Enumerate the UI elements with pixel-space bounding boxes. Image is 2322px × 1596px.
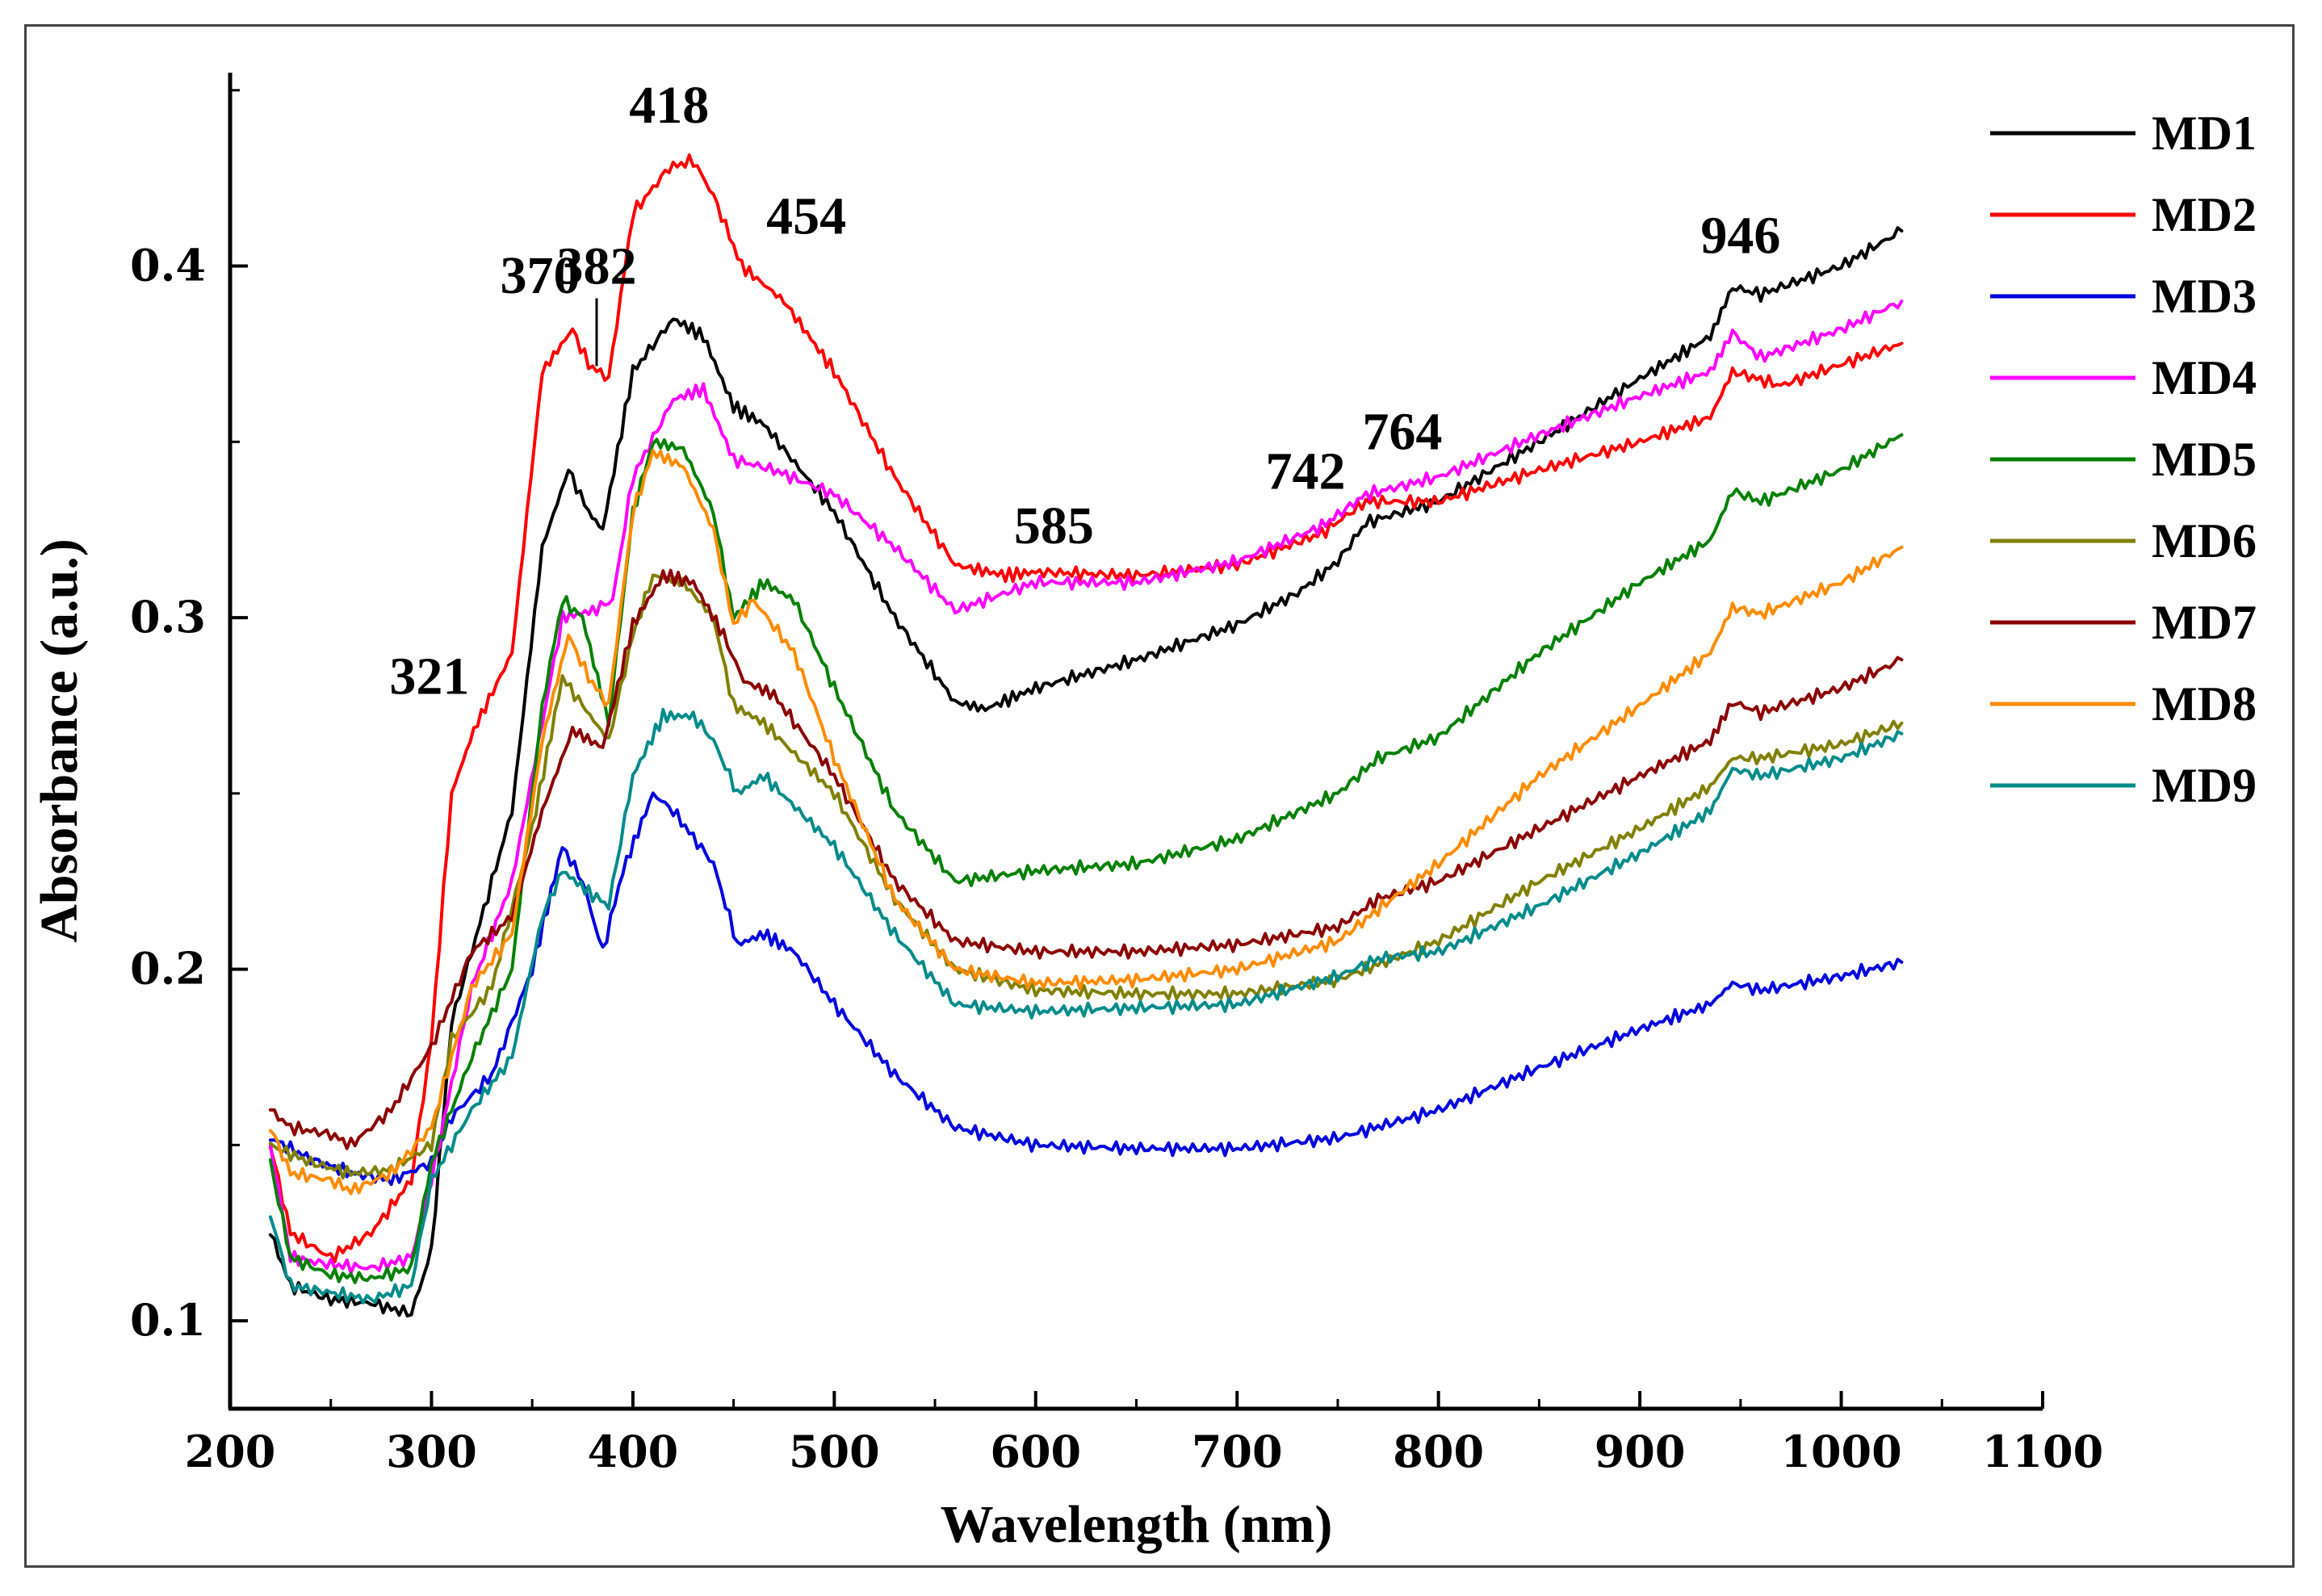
y-tick-label: 0.3 (130, 591, 206, 643)
series-line-md6 (268, 573, 1904, 1180)
x-tick-label: 400 (588, 1426, 679, 1477)
series-line-md5 (268, 433, 1904, 1284)
y-tick-label: 0.2 (130, 943, 206, 995)
legend-label-md9: MD9 (2152, 759, 2257, 812)
series-lines (268, 153, 1904, 1317)
x-tick-label: 800 (1393, 1426, 1484, 1477)
legend-label-md1: MD1 (2152, 107, 2257, 160)
x-tick-label: 300 (386, 1426, 477, 1477)
x-tick-label: 500 (789, 1426, 880, 1477)
x-tick-label: 700 (1192, 1426, 1283, 1477)
peak-label-321: 321 (389, 647, 469, 706)
legend: MD1 MD2 MD3 MD4 MD5 MD6 MD7 MD8 MD9 (1990, 107, 2257, 812)
legend-label-md6: MD6 (2152, 514, 2257, 568)
peak-label-382: 382 (556, 237, 636, 295)
series-line-md2 (268, 153, 1904, 1263)
legend-label-md7: MD7 (2152, 596, 2257, 649)
x-tick-label: 200 (185, 1426, 276, 1477)
legend-label-md3: MD3 (2152, 270, 2257, 323)
peak-label-418: 418 (629, 76, 709, 135)
series-line-md9 (268, 707, 1904, 1305)
y-tick-label: 0.4 (130, 240, 206, 291)
x-tick-label: 900 (1595, 1426, 1686, 1477)
x-axis-title: Wavelength (nm) (941, 1495, 1333, 1554)
series-line-md8 (268, 448, 1904, 1196)
peak-label-764: 764 (1362, 402, 1442, 461)
y-tick-label: 0.1 (130, 1294, 206, 1346)
peak-label-370: 370 (501, 246, 580, 305)
chart-frame (24, 24, 2295, 1568)
peak-label-454: 454 (766, 187, 846, 246)
series-line-md4 (268, 300, 1904, 1275)
peak-label-946: 946 (1700, 207, 1780, 266)
axes: 200 300 400 500 600 700 800 900 1000 1100 0.1 0.2 0.… (130, 73, 2103, 1477)
peak-label-585: 585 (1014, 496, 1094, 555)
legend-label-md2: MD2 (2152, 188, 2257, 241)
x-tick-label: 1000 (1780, 1426, 1901, 1477)
y-axis-title: Absorbance (a.u.) (30, 538, 89, 943)
x-tick-label: 1100 (1982, 1426, 2103, 1477)
x-tick-label: 600 (990, 1426, 1081, 1477)
peak-label-742: 742 (1265, 442, 1345, 501)
series-line-md1 (268, 226, 1904, 1317)
legend-label-md5: MD5 (2152, 433, 2257, 486)
series-line-md7 (268, 568, 1904, 1150)
legend-label-md4: MD4 (2152, 351, 2257, 404)
legend-label-md8: MD8 (2152, 677, 2257, 731)
